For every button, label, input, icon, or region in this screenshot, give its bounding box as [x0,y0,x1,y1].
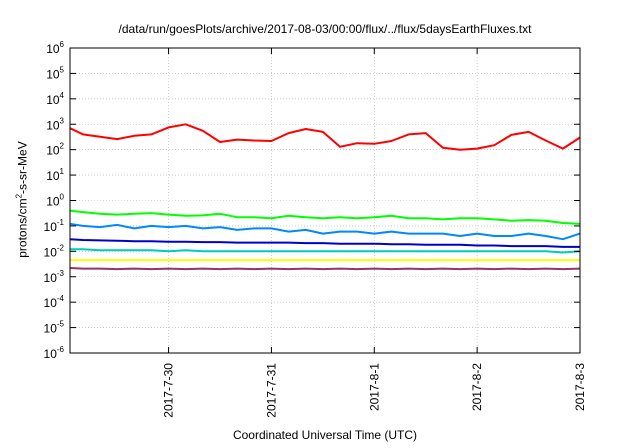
series-line-5 [70,248,581,254]
y-tick-exponent: 6 [60,40,65,49]
series-line-2 [69,209,581,225]
y-tick-exponent: -3 [57,269,65,278]
y-tick-exponent: 1 [60,167,65,176]
series-group [69,123,581,271]
y-tick-label: 10-2 [44,243,65,259]
x-tick-label: 2017-7-30 [162,363,176,418]
x-tick-label: 2017-8-3 [573,363,587,411]
x-tick-label: 2017-8-2 [470,363,484,411]
y-tick-exponent: -4 [57,294,65,303]
y-tick-label: 103 [46,116,64,132]
y-tick-exponent: 3 [60,116,65,125]
y-axis-label: protons/cm2-s-sr-MeV [15,100,30,300]
series-line-3 [69,222,581,241]
y-tick-label: 106 [46,40,64,56]
y-tick-exponent: 2 [60,142,65,151]
y-tick-label: 104 [46,91,64,107]
y-tick-label: 10-5 [44,320,65,336]
x-axis: 2017-7-30 2017-7-31 2017-8-1 2017-8-2 2017-8… [162,48,587,418]
y-tick-label: 102 [46,142,64,158]
y-tick-exponent: 5 [60,65,65,74]
series-line-4 [69,238,580,248]
y-tick-label: 10-6 [44,345,65,361]
series-line-1 [69,123,581,151]
y-tick-exponent: -1 [57,218,65,227]
x-tick-label: 2017-8-1 [367,363,381,411]
y-tick-exponent: -2 [57,243,65,252]
series-line-7 [69,267,581,271]
y-tick-exponent: -6 [57,345,65,354]
y-tick-label: 10-1 [44,218,65,234]
y-axis-label-suffix: -s-sr-MeV [15,141,30,194]
y-tick-exponent: -5 [57,320,65,329]
grid [70,48,580,353]
y-tick-exponent: 0 [60,193,65,202]
y-tick-label: 100 [46,193,64,209]
y-tick-label: 10-4 [44,294,65,310]
y-axis-label-prefix: protons/cm [15,198,30,258]
y-tick-label: 105 [46,65,64,81]
y-tick-label: 10-3 [44,269,65,285]
y-axis-label-sup: 2 [14,193,24,199]
y-tick-exponent: 4 [60,91,65,100]
x-tick-label: 2017-7-31 [264,363,278,418]
x-axis-label: Coordinated Universal Time (UTC) [232,428,418,442]
y-tick-label: 101 [46,167,64,183]
chart-title: /data/run/goesPlots/archive/2017-08-03/0… [118,22,532,36]
